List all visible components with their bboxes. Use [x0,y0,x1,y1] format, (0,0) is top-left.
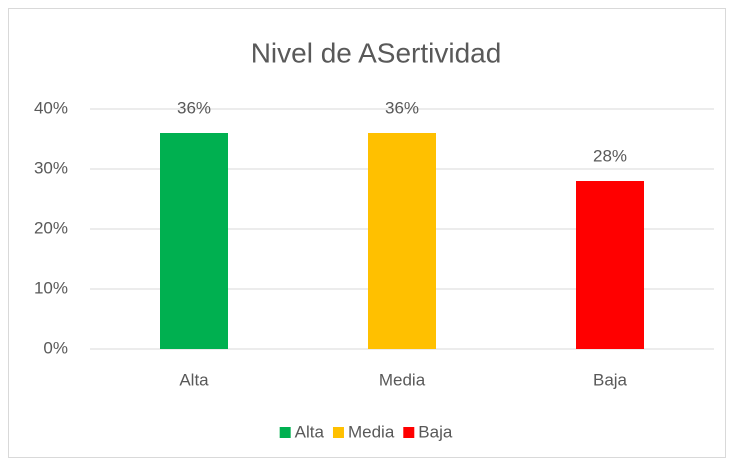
x-tick-label: Alta [179,370,209,389]
x-tick-label: Baja [593,370,628,389]
legend-label: Media [348,422,395,441]
legend-label: Baja [418,422,453,441]
chart-title: Nivel de ASertividad [251,37,502,68]
data-label: 28% [593,146,627,165]
y-tick-label: 30% [34,158,68,177]
legend-swatch [279,427,291,438]
y-tick-label: 10% [34,278,68,297]
y-tick-label: 0% [43,338,68,357]
bar [160,133,228,349]
bar [576,181,644,349]
x-tick-label: Media [379,370,426,389]
data-label: 36% [177,98,211,117]
legend-label: Alta [295,422,325,441]
bar [368,133,436,349]
data-label: 36% [385,98,419,117]
y-tick-label: 20% [34,218,68,237]
y-tick-label: 40% [34,98,68,117]
legend-swatch [403,427,415,438]
legend-swatch [332,427,344,438]
